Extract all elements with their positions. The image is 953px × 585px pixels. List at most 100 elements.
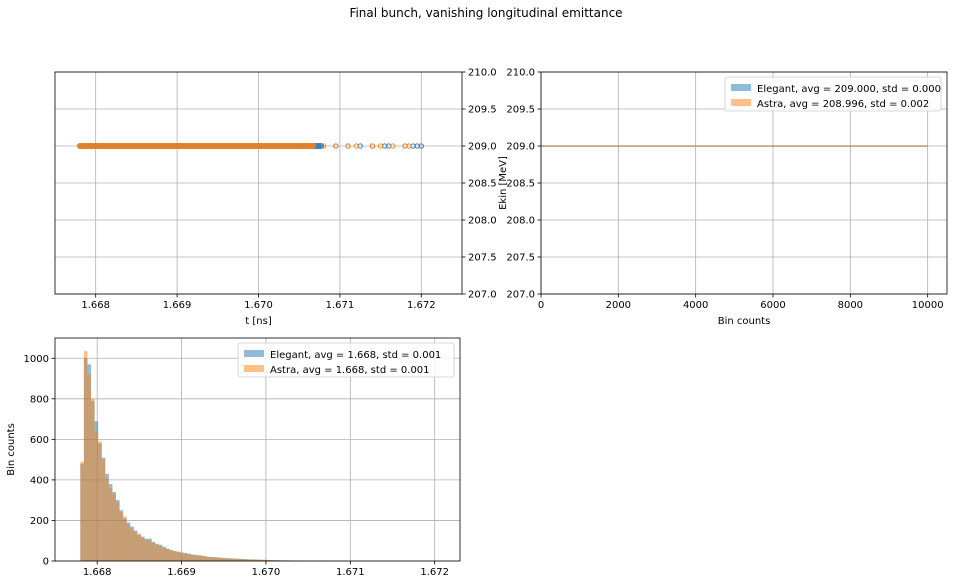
y-axis-label: Bin counts bbox=[6, 423, 17, 476]
y-tick-label: 1000 bbox=[24, 354, 49, 365]
axes-border bbox=[54, 337, 461, 562]
plot-area bbox=[80, 351, 345, 561]
x-tick-label: 0 bbox=[538, 300, 544, 311]
y-tick-label: 208.0 bbox=[506, 216, 535, 227]
x-axis-label: Bin counts bbox=[718, 316, 771, 327]
t-hist-bar bbox=[126, 524, 131, 561]
t-hist-bar bbox=[180, 552, 184, 561]
t-hist-bar bbox=[87, 374, 92, 561]
legend-entry-1: Astra, avg = 208.996, std = 0.002 bbox=[757, 99, 929, 110]
x-tick-label: 4000 bbox=[683, 300, 708, 311]
t-hist-bar bbox=[201, 556, 206, 561]
t-hist-bar bbox=[258, 559, 263, 561]
legend-swatch-1 bbox=[731, 99, 751, 106]
t-hist-bar bbox=[155, 544, 159, 561]
legend: Elegant, avg = 1.668, std = 0.001 Astra, … bbox=[237, 342, 455, 378]
legend-box bbox=[724, 76, 942, 112]
scatter-point bbox=[353, 143, 359, 149]
hist-t-axes: 1.668 1.669 1.670 1.671 1.672 0 200 400 600 800 10… bbox=[6, 337, 461, 578]
t-hist-bar bbox=[273, 560, 277, 561]
y-tick-label: 207.5 bbox=[506, 253, 535, 264]
t-hist-bar bbox=[187, 554, 191, 561]
y-tick-label: 0 bbox=[43, 557, 49, 568]
x-tick-label: 1.669 bbox=[163, 300, 192, 311]
plot-area bbox=[541, 145, 928, 147]
y-tick-label: 600 bbox=[30, 435, 49, 446]
t-hist-bar bbox=[198, 555, 202, 561]
t-hist-bar bbox=[176, 551, 181, 561]
x-tick-label: 1.669 bbox=[167, 567, 196, 578]
tick-labels: 1.668 1.669 1.670 1.671 1.672 0 200 400 600 800 10… bbox=[24, 354, 449, 578]
legend-swatch-1 bbox=[244, 365, 264, 372]
x-tick-label: 1.672 bbox=[407, 300, 436, 311]
t-hist-bar bbox=[226, 558, 231, 561]
axes-frame bbox=[537, 71, 948, 298]
series-astra bbox=[80, 351, 341, 561]
t-hist-bar bbox=[265, 559, 270, 561]
ekin-hist-bar-astra bbox=[541, 145, 928, 147]
x-tick-label: 6000 bbox=[760, 300, 785, 311]
y-tick-label: 800 bbox=[30, 394, 49, 405]
scatter-dense-band bbox=[77, 143, 316, 149]
t-hist-bar bbox=[173, 551, 177, 561]
t-hist-bar bbox=[108, 488, 113, 561]
x-axis-label: t [ns] bbox=[245, 316, 272, 327]
t-hist-bar bbox=[269, 560, 274, 561]
y-tick-label: 210.0 bbox=[468, 68, 497, 79]
t-hist-bar bbox=[148, 540, 152, 561]
grid-lines bbox=[55, 71, 462, 295]
t-hist-bar bbox=[205, 556, 209, 561]
t-hist-bar bbox=[140, 537, 145, 561]
scatter-point bbox=[320, 143, 327, 149]
x-tick-label: 1.670 bbox=[252, 567, 281, 578]
x-tick-label: 1.668 bbox=[81, 300, 110, 311]
legend-swatch-0 bbox=[244, 350, 264, 357]
scatter-t-ekin-axes: 1.668 1.669 1.670 1.671 1.672 207.0 207.5 208.0… bbox=[54, 68, 509, 327]
t-hist-bar bbox=[240, 559, 245, 561]
t-hist-bar bbox=[194, 555, 199, 561]
x-tick-label: 10000 bbox=[912, 300, 944, 311]
hist-ekin-axes: 0 2000 4000 6000 8000 10000 207.0 207.5 208.0 208… bbox=[506, 68, 948, 327]
t-hist-bar bbox=[83, 351, 88, 561]
t-hist-bar bbox=[91, 398, 95, 561]
y-axis-label: Ekin [MeV] bbox=[498, 156, 509, 210]
legend-entry-0: Elegant, avg = 1.668, std = 0.001 bbox=[270, 350, 441, 361]
x-tick-label: 2000 bbox=[606, 300, 631, 311]
y-tick-label: 207.5 bbox=[468, 253, 497, 264]
scatter-point bbox=[377, 143, 384, 149]
t-hist-bar bbox=[137, 533, 141, 561]
t-hist-bar bbox=[255, 559, 259, 561]
series-astra bbox=[77, 143, 412, 149]
t-hist-bar bbox=[105, 477, 109, 561]
scatter-point bbox=[406, 143, 412, 149]
t-hist-bar bbox=[162, 547, 166, 561]
t-hist-bar bbox=[262, 559, 266, 561]
axes-frame bbox=[51, 337, 461, 565]
legend-entry-0: Elegant, avg = 209.000, std = 0.000 bbox=[757, 84, 941, 95]
t-hist-bar bbox=[212, 557, 216, 561]
scatter-point bbox=[390, 143, 396, 149]
t-hist-bar bbox=[165, 548, 170, 561]
x-tick-label: 1.671 bbox=[336, 567, 365, 578]
t-hist-bar bbox=[144, 539, 149, 561]
figure-title: Final bunch, vanishing longitudinal emit… bbox=[349, 6, 622, 20]
t-hist-bar bbox=[116, 502, 120, 561]
t-hist-bar bbox=[223, 558, 227, 561]
legend-swatch-0 bbox=[731, 84, 751, 91]
y-tick-label: 207.0 bbox=[506, 290, 535, 301]
x-tick-label: 8000 bbox=[838, 300, 863, 311]
y-tick-label: 208.5 bbox=[506, 179, 535, 190]
y-tick-label: 209.5 bbox=[506, 105, 535, 116]
t-hist-bar bbox=[101, 459, 106, 561]
legend-entry-1: Astra, avg = 1.668, std = 0.001 bbox=[270, 365, 430, 376]
y-tick-label: 209.0 bbox=[468, 142, 497, 153]
t-hist-bar bbox=[169, 550, 174, 561]
t-hist-bar bbox=[233, 558, 238, 561]
y-tick-label: 207.0 bbox=[468, 290, 497, 301]
t-hist-bar bbox=[151, 542, 156, 561]
x-tick-label: 1.670 bbox=[244, 300, 273, 311]
t-hist-bar bbox=[80, 461, 84, 561]
t-hist-bar bbox=[208, 556, 213, 561]
axes-frame bbox=[54, 71, 466, 298]
t-hist-bar bbox=[123, 516, 127, 561]
